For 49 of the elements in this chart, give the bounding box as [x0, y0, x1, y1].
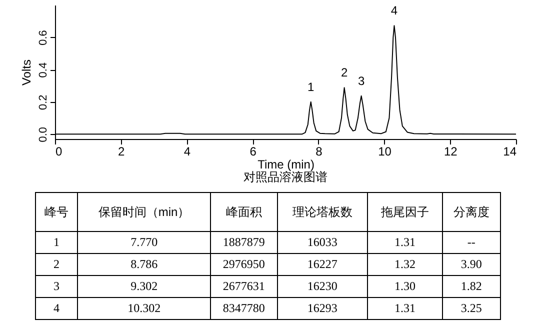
text: 8347780 — [210, 298, 278, 320]
text: 保留时间（min） — [77, 192, 211, 232]
text: 拖尾因子 — [368, 192, 442, 232]
text: 3 — [36, 276, 78, 298]
text: 理论塔板数 — [277, 192, 368, 232]
text: 1.30 — [368, 276, 442, 298]
text: 2677631 — [210, 276, 278, 298]
text: 7.770 — [77, 232, 211, 254]
text: 分离度 — [442, 192, 500, 232]
text: 16293 — [277, 298, 368, 320]
x-axis-title: Time (min) — [258, 158, 314, 172]
annotation: 1 — [308, 80, 315, 94]
x-tick-label: 6 — [250, 144, 257, 158]
annotation: 4 — [390, 4, 398, 18]
text: 16033 — [277, 232, 368, 254]
y-tick-label: 0.4 — [38, 62, 50, 78]
text: 2976950 — [210, 254, 278, 276]
text: 1.31 — [368, 232, 442, 254]
x-tick-label: 2 — [118, 144, 126, 158]
text: 4 — [36, 298, 78, 320]
x-tick-label: 8 — [316, 144, 323, 158]
text: 16230 — [277, 276, 368, 298]
text: 峰号 — [36, 192, 78, 232]
text: 峰面积 — [210, 192, 278, 232]
y-axis-title: Volts — [20, 59, 34, 86]
text: 16227 — [277, 254, 368, 276]
x-tick-label: 4 — [184, 144, 191, 158]
text: 3.90 — [442, 254, 500, 276]
text: 2 — [36, 254, 78, 276]
x-tick-label: 0 — [56, 144, 62, 158]
annotation: 2 — [340, 66, 348, 80]
text: 1.31 — [368, 298, 442, 320]
text: 8.786 — [77, 254, 211, 276]
text: 9.302 — [77, 276, 211, 298]
text: 对照品溶液图谱 — [244, 170, 328, 184]
text: -- — [442, 232, 500, 254]
text: 3.25 — [442, 298, 500, 320]
y-tick-label: 0.6 — [38, 30, 50, 46]
text: 1 — [36, 232, 78, 254]
y-tick-label: 0.2 — [38, 94, 50, 110]
x-tick-label: 12 — [444, 144, 458, 158]
y-tick-label: 0.0 — [38, 127, 50, 142]
x-tick-label: 10 — [378, 144, 392, 158]
text: 1.82 — [442, 276, 500, 298]
annotation: 3 — [358, 74, 365, 88]
x-tick-label: 14 — [503, 144, 517, 158]
text: 10.302 — [77, 298, 211, 320]
text: 1.32 — [368, 254, 442, 276]
text: 1887879 — [210, 232, 278, 254]
